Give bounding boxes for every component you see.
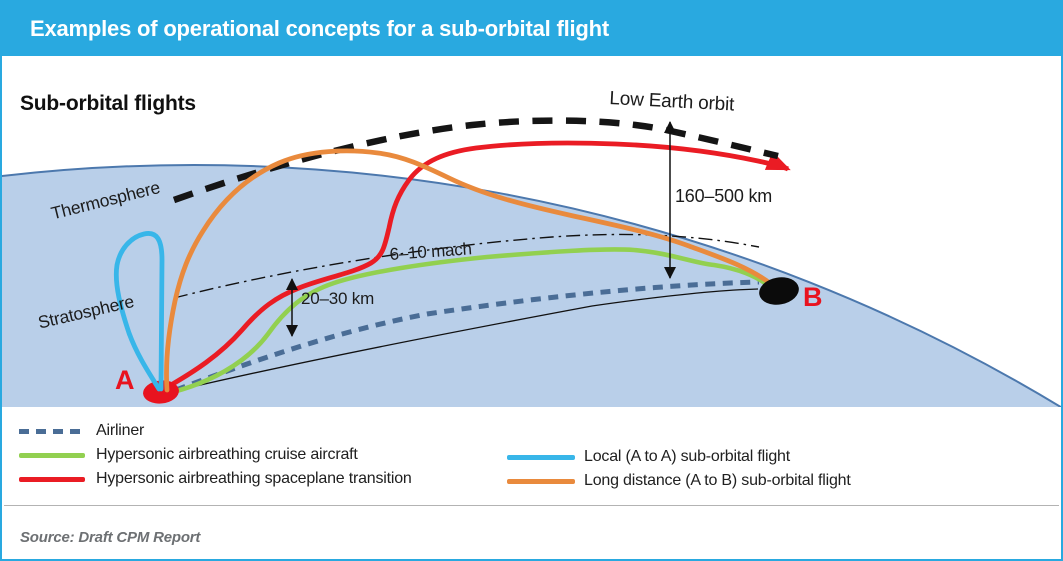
leo-altitude-label: 160–500 km [675,186,773,206]
page-title: Examples of operational concepts for a s… [30,16,610,41]
legend-label-airliner: Airliner [96,422,145,439]
suborbital-diagram [2,117,1061,407]
mach-band-line [173,233,760,299]
footer-divider [4,505,1059,506]
title-bar: Examples of operational concepts for a s… [2,2,1061,56]
legend-label-cruise-aircraft: Hypersonic airbreathing cruise aircraft [96,446,358,463]
legend-swatch-airliner [19,429,85,434]
cruise-altitude-label: 20–30 km [301,289,375,308]
cruise-aircraft-trajectory [170,247,771,395]
point-a-label: A [115,365,135,395]
legend-swatch-spaceplane [19,477,85,482]
local-suborbital-loop [113,231,165,392]
legend-label-local-flight: Local (A to A) sub-orbital flight [584,448,790,465]
surface-line [165,288,759,394]
low-earth-orbit-path [172,117,779,204]
legend-swatch-local-flight [507,455,575,460]
legend-swatch-long-distance [507,479,575,484]
point-b-label: B [803,282,823,312]
legend-label-spaceplane: Hypersonic airbreathing spaceplane trans… [96,470,412,487]
source-note: Source: Draft CPM Report [20,529,201,546]
legend-label-long-distance: Long distance (A to B) sub-orbital fligh… [584,472,851,489]
diagram-area-title: Sub-orbital flights [20,92,196,115]
earth-atmosphere-shape [2,164,1061,407]
airliner-trajectory [175,279,760,393]
long-distance-trajectory [164,148,774,393]
spaceplane-trajectory [162,140,791,392]
point-a-marker [143,380,179,404]
point-b-marker [759,277,799,305]
legend-swatch-cruise-aircraft [19,453,85,458]
